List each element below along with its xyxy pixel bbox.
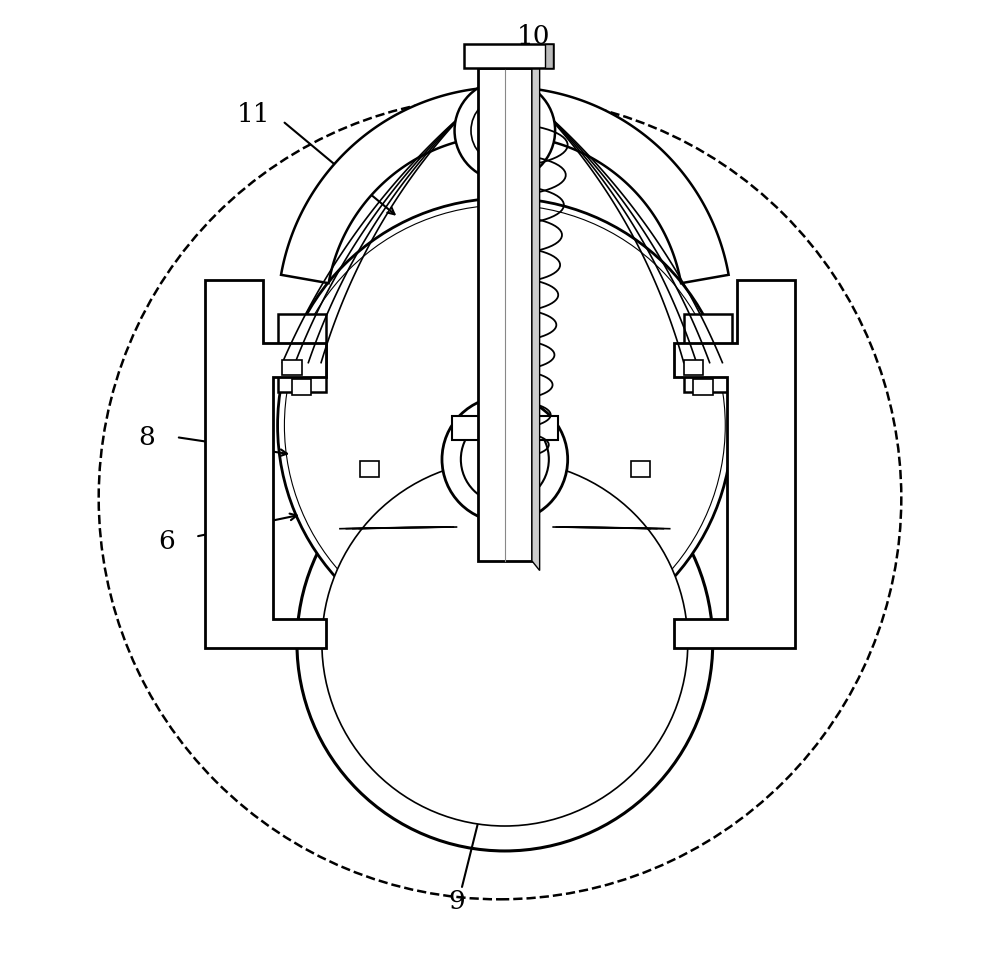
Polygon shape: [684, 314, 732, 392]
Text: 6: 6: [158, 529, 175, 554]
Text: 9: 9: [448, 889, 465, 914]
Text: 11: 11: [237, 102, 270, 127]
Circle shape: [278, 198, 732, 653]
Bar: [292, 379, 311, 395]
Polygon shape: [278, 314, 326, 392]
Polygon shape: [478, 68, 532, 561]
Polygon shape: [205, 280, 326, 648]
Circle shape: [297, 435, 713, 851]
Circle shape: [322, 460, 688, 826]
Polygon shape: [464, 44, 553, 68]
Circle shape: [442, 396, 568, 522]
Circle shape: [461, 416, 549, 503]
Bar: [693, 379, 713, 395]
Circle shape: [284, 205, 725, 646]
Bar: [684, 360, 703, 375]
Circle shape: [455, 80, 555, 181]
Polygon shape: [281, 87, 729, 283]
Bar: [631, 461, 650, 477]
Polygon shape: [532, 68, 540, 571]
Text: 10: 10: [517, 24, 551, 49]
Polygon shape: [674, 280, 795, 648]
Circle shape: [471, 97, 539, 164]
Text: 8: 8: [139, 425, 155, 450]
Polygon shape: [545, 44, 553, 68]
Polygon shape: [452, 416, 558, 440]
Circle shape: [483, 437, 527, 482]
Bar: [282, 360, 302, 375]
Bar: [360, 461, 379, 477]
